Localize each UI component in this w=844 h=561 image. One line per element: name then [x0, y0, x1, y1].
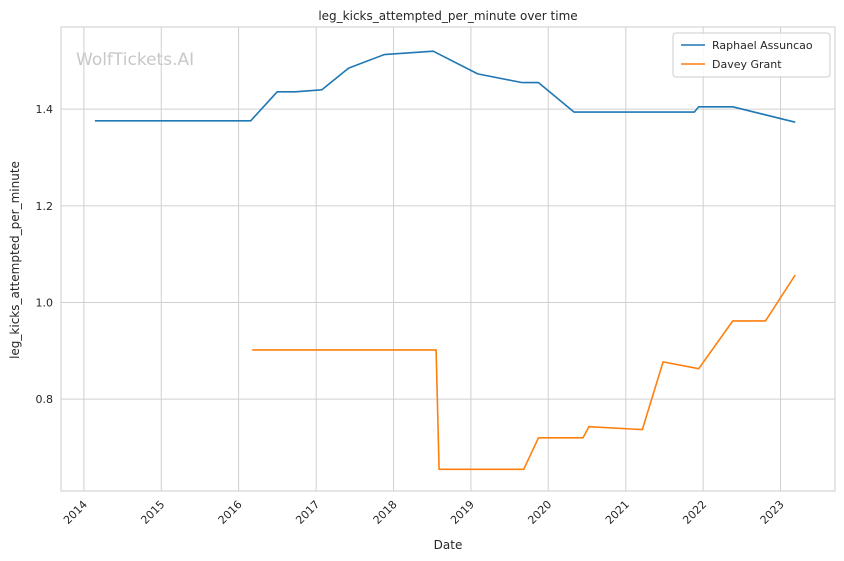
y-axis-ticks: 0.8 1.0 1.2 1.4 — [36, 103, 54, 406]
y-axis-label: leg_kicks_attempted_per_minute — [8, 161, 22, 359]
watermark: WolfTickets.AI — [76, 50, 194, 70]
plot-frame — [60, 26, 836, 492]
legend: Raphael Assuncao Davey Grant — [672, 32, 831, 78]
legend-label-davey-grant: Davey Grant — [712, 58, 782, 71]
legend-box — [672, 32, 831, 78]
grid — [61, 27, 835, 491]
series-line-davey-grant — [252, 274, 796, 471]
x-axis-label: Date — [434, 538, 463, 552]
y-tick-label: 1.2 — [36, 200, 54, 213]
chart-title: leg_kicks_attempted_per_minute over time — [318, 9, 577, 23]
y-tick-label: 1.0 — [36, 297, 54, 310]
series-lines — [94, 50, 796, 471]
y-tick-label: 1.4 — [36, 103, 54, 116]
legend-label-raphael-assuncao: Raphael Assuncao — [712, 39, 813, 52]
series-line-raphael-assuncao — [94, 50, 796, 123]
y-tick-label: 0.8 — [36, 393, 54, 406]
plot-area — [61, 27, 835, 491]
